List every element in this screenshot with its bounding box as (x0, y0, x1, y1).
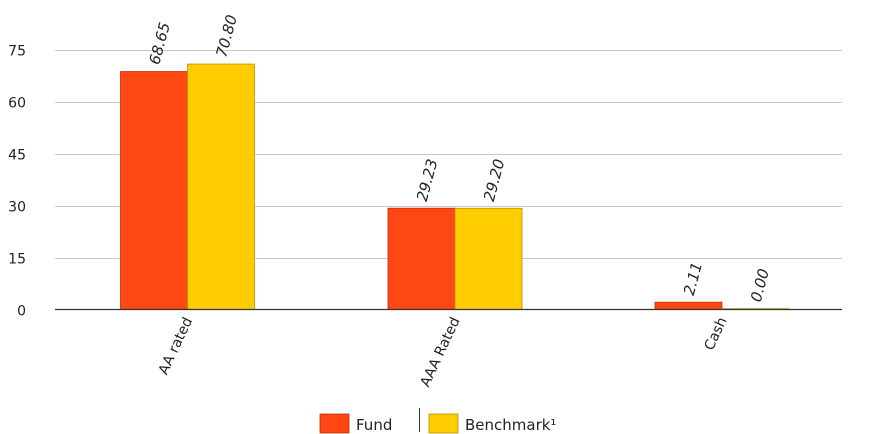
y-tick-label: 75 (8, 44, 26, 60)
x-tick-label: AAA Rated (417, 315, 463, 390)
legend-label-fund: Fund (356, 416, 392, 434)
y-axis: 0 15 30 45 60 75 (8, 44, 26, 320)
x-tick-label: AA rated (156, 315, 196, 377)
legend-label-benchmark: Benchmark¹ (465, 416, 556, 434)
bar-fund-2 (654, 301, 723, 310)
x-axis: AA rated AAA Rated Cash (156, 315, 731, 390)
bar-benchmark-1 (454, 207, 523, 310)
bars (120, 63, 790, 310)
bar-fund-0 (120, 71, 188, 310)
data-label: 29.20 (480, 157, 509, 203)
y-tick-label: 15 (8, 252, 26, 268)
bar-benchmark-0 (187, 63, 255, 310)
data-label: 70.80 (212, 13, 241, 59)
legend-swatch-fund (319, 413, 350, 434)
data-label: 29.23 (413, 157, 442, 203)
bar-fund-1 (387, 207, 456, 310)
y-tick-label: 60 (8, 96, 26, 112)
legend: Fund Benchmark¹ (319, 408, 556, 434)
data-label: 68.65 (145, 20, 174, 66)
y-tick-label: 30 (8, 200, 26, 216)
legend-swatch-benchmark (428, 413, 459, 434)
data-label: 0.00 (747, 267, 773, 304)
y-tick-label: 45 (8, 148, 26, 164)
data-label: 2.11 (680, 260, 706, 297)
y-tick-label: 0 (17, 304, 26, 320)
x-tick-label: Cash (702, 315, 731, 353)
